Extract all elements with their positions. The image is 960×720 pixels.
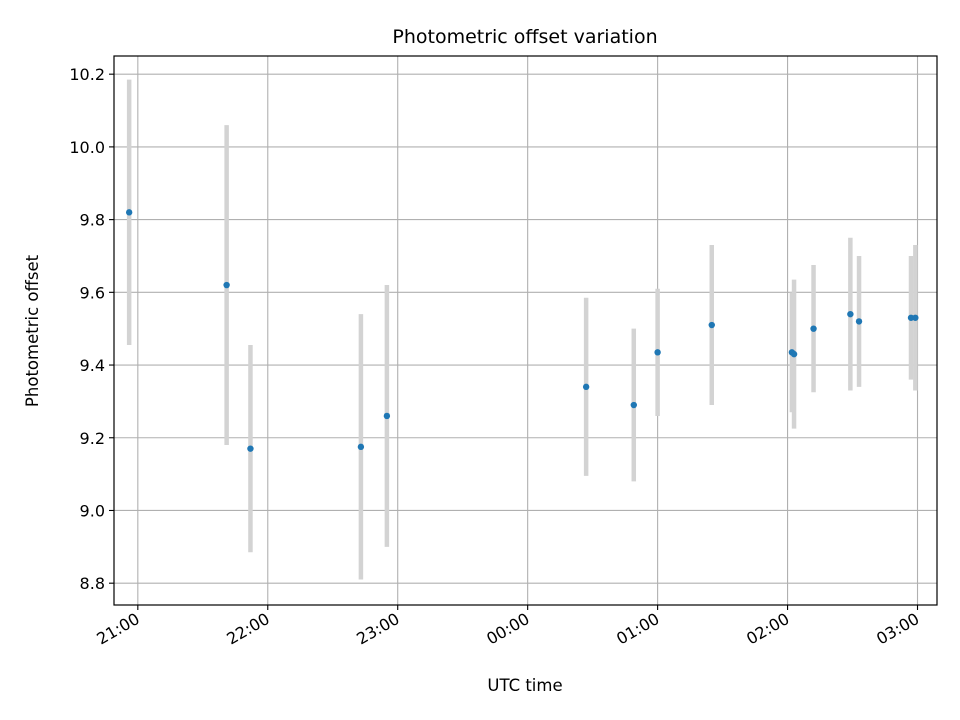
data-point	[223, 281, 230, 289]
y-tick-label: 9.8	[80, 211, 105, 230]
data-point	[582, 383, 590, 391]
y-tick-label: 9.0	[80, 501, 105, 520]
y-axis-label: Photometric offset	[23, 254, 42, 407]
y-tick-label: 10.2	[69, 65, 105, 84]
data-point	[630, 401, 637, 409]
data-point	[855, 318, 863, 325]
data-point	[125, 209, 133, 216]
x-axis-label: UTC time	[487, 676, 562, 695]
plot-frame	[113, 55, 938, 606]
data-point	[357, 443, 365, 451]
data-point	[383, 412, 391, 420]
data-point	[847, 310, 854, 318]
y-tick-label: 9.4	[80, 356, 105, 375]
y-tick-label: 8.8	[80, 574, 105, 593]
data-point	[912, 314, 919, 321]
data-point	[654, 349, 661, 356]
y-tick-label: 10.0	[69, 138, 105, 157]
data-point	[247, 445, 254, 452]
data-points	[125, 209, 919, 452]
y-tick-label: 9.2	[80, 429, 105, 448]
y-tick-label: 9.6	[80, 283, 105, 302]
data-point	[810, 325, 817, 332]
data-point	[708, 321, 715, 329]
chart-title: Photometric offset variation	[392, 26, 657, 48]
data-point	[790, 350, 798, 358]
